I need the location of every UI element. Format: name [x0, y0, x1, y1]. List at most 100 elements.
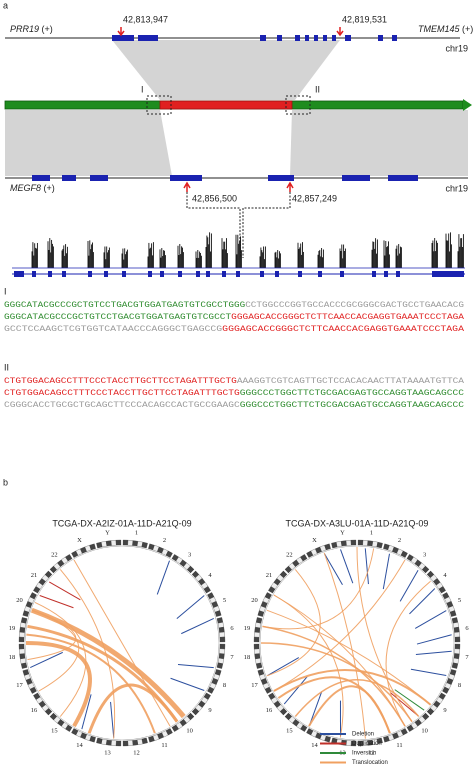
ideogram-band	[218, 653, 225, 660]
chromosome-label: X	[77, 537, 82, 544]
ideogram-band	[254, 626, 261, 633]
sv-line	[170, 677, 205, 691]
sequence-segment: GGGCCCTGGCTTCTGCGACGAGTGCCAGGTAAGCAGCCC	[240, 388, 464, 398]
gene-exon	[372, 271, 376, 277]
ideogram-band	[253, 636, 260, 643]
ideogram-band	[253, 643, 260, 650]
ideogram-band	[454, 636, 461, 643]
chromosome-label: Y	[105, 529, 110, 536]
ideogram-band	[171, 724, 179, 732]
gene-exon	[236, 271, 240, 277]
sequence-segment: CGGGCACCTGCGCTGCAGCTTCCCACAGCCACTGCCGAAG…	[4, 400, 240, 410]
ideogram-band	[33, 692, 41, 700]
ideogram-band	[18, 643, 25, 650]
gene-exon	[222, 271, 226, 277]
gene-exon	[160, 271, 164, 277]
ideogram-band	[406, 724, 414, 732]
legend-label: Inversion	[352, 751, 376, 757]
sv-line	[283, 676, 308, 705]
ideogram-band	[268, 692, 276, 700]
ideogram-band	[453, 626, 460, 633]
ideogram-band	[214, 610, 222, 617]
chromosome-label: 1	[370, 529, 373, 536]
ideogram-band	[19, 648, 25, 655]
chromosome-label: 5	[223, 597, 226, 604]
sv-line	[156, 560, 170, 595]
chromosome-label: 6	[230, 625, 234, 632]
ideogram-band	[105, 540, 112, 547]
sv-line	[324, 553, 343, 586]
translocation-chord	[262, 548, 375, 630]
chromosome-label: 9	[443, 707, 446, 714]
sv-line	[390, 692, 419, 717]
legend-label: Translocation	[352, 760, 388, 766]
exons	[112, 35, 397, 41]
ideogram-band	[96, 737, 103, 745]
chromosome-label: 16	[266, 707, 273, 714]
fusion-insert	[159, 100, 293, 110]
gene-exon	[62, 271, 66, 277]
sequence-line: GGGCATACGCCCGCTGTCCTGACGTGGATGAGTGTCGCCT…	[4, 312, 465, 322]
chromosome-label: 12	[368, 750, 375, 757]
sequence-segment: CTGTGGACAGCCTTTCCCTACCTTGCTTCCTAGATTTGCT…	[4, 388, 240, 398]
ideogram-band	[44, 570, 53, 579]
ideogram-band	[345, 540, 352, 546]
gene-exon	[48, 271, 52, 277]
ideogram-band	[255, 657, 262, 664]
ideogram-band	[376, 541, 383, 549]
chromosome-label: 14	[76, 742, 83, 749]
translocation-chord	[59, 569, 116, 739]
sequence-line: GCCTCCAAGCTCGTGGTCATAACCCAGGGCTGAGCCG GGG…	[4, 324, 465, 334]
circos-plots: TCGA-DX-A2IZ-01A-11D-A21Q-09123456789101…	[9, 518, 470, 756]
sv-line	[176, 595, 205, 619]
chrom-label: chr19	[445, 183, 468, 193]
ideogram-band	[438, 586, 446, 594]
ideogram-band	[148, 735, 155, 743]
gene-exon	[260, 271, 264, 277]
ideogram-band	[105, 739, 112, 746]
sv-line	[414, 610, 447, 629]
ideogram-band	[255, 617, 263, 624]
chromosome-label: 21	[266, 572, 273, 579]
chromosome-label: 20	[16, 597, 23, 604]
ideogram-band	[218, 626, 225, 633]
sv-line	[415, 650, 452, 655]
chromosome-label: 4	[443, 572, 447, 579]
strand: (+)	[462, 24, 473, 34]
chromosome-label: 16	[31, 707, 38, 714]
translocation-chord	[277, 676, 391, 734]
ideogram-band	[191, 707, 200, 716]
gene-exon	[396, 271, 400, 277]
chromosome-label: 20	[251, 597, 258, 604]
gene-label: PRR19 (+)	[10, 24, 53, 34]
sv-line	[48, 581, 81, 601]
translocation-chord	[262, 625, 406, 727]
gene-exon	[196, 271, 200, 277]
gene-exon	[32, 271, 36, 277]
breakpoint-arrow	[183, 181, 191, 192]
chromosome-label: 10	[421, 728, 428, 735]
gene-exon	[340, 271, 344, 277]
translocation-chord	[273, 559, 406, 692]
ideogram-band	[219, 643, 226, 650]
ideogram-band	[383, 735, 390, 743]
legend-label: Deletion	[352, 732, 374, 738]
sv-line	[340, 549, 354, 584]
sequences: I GGGCATACGCCCGCTGTCCTGACGTGGATGAGTGTCGCC…	[4, 286, 465, 410]
gene-exon	[206, 271, 210, 277]
gene-exon	[88, 271, 92, 277]
ideogram-band	[65, 554, 73, 562]
chromosome-label: 5	[458, 597, 461, 604]
translocation-chord	[266, 609, 431, 706]
mapping-area	[112, 40, 340, 100]
ideogram-band	[219, 648, 225, 655]
sequence-line: CGGGCACCTGCGCTGCAGCTTCCCACAGCCACTGCCGAAG…	[4, 400, 464, 410]
sequence-line: CTGTGGACAGCCTTTCCCTACCTTGCTTCCTAGATTTGCT…	[4, 376, 465, 386]
strand: (+)	[44, 183, 55, 193]
ideogram-band	[279, 570, 288, 579]
ideogram-band	[110, 540, 117, 546]
ideogram-band	[254, 648, 260, 655]
sv-line	[267, 657, 300, 676]
breakpoint-label: 42,857,249	[292, 193, 337, 203]
ideogram-band	[186, 565, 195, 574]
